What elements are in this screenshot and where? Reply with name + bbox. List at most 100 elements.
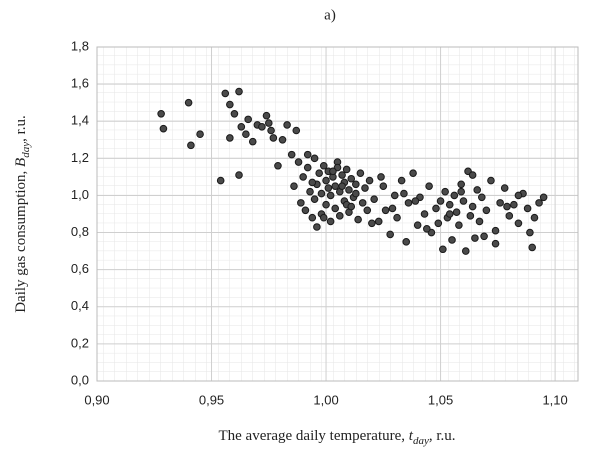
point <box>356 169 365 177</box>
point <box>221 89 230 98</box>
point <box>459 197 468 205</box>
point <box>526 228 534 237</box>
point <box>310 195 319 203</box>
x-tick-label: 1,00 <box>313 392 338 407</box>
point <box>269 134 278 142</box>
point <box>400 189 408 198</box>
y-tick-label: 1,8 <box>71 38 89 53</box>
x-tick-label: 0,95 <box>199 392 224 407</box>
x-tick-label: 1,10 <box>542 392 567 407</box>
y-tick-label: 0,2 <box>71 335 89 350</box>
y-tick-label: 0,4 <box>71 298 89 313</box>
point <box>317 189 326 198</box>
point <box>361 184 369 192</box>
point <box>510 200 518 209</box>
point <box>322 200 330 209</box>
point <box>324 184 333 192</box>
point <box>310 154 319 163</box>
point <box>315 169 323 177</box>
point <box>379 182 388 190</box>
y-tick-label: 0,0 <box>71 372 89 387</box>
point <box>473 186 482 194</box>
point <box>226 134 234 142</box>
point <box>413 221 422 229</box>
point <box>306 187 314 196</box>
point <box>491 239 500 248</box>
point <box>528 243 536 252</box>
point <box>496 199 504 207</box>
point <box>466 212 475 220</box>
point <box>290 182 298 190</box>
point <box>196 130 204 139</box>
point <box>457 180 465 189</box>
point <box>338 182 346 190</box>
point <box>267 126 275 135</box>
point <box>388 204 397 213</box>
point <box>242 130 250 139</box>
x-axis-label: The average daily temperature, tday, r.u… <box>218 428 455 446</box>
point <box>423 225 431 233</box>
x-tick-label: 1,05 <box>428 392 453 407</box>
point <box>450 191 459 200</box>
point <box>230 110 239 118</box>
point <box>393 213 401 222</box>
point <box>475 217 484 226</box>
point <box>184 98 193 107</box>
point <box>363 206 372 215</box>
point <box>354 215 362 224</box>
point <box>248 137 257 146</box>
point <box>244 115 252 124</box>
point <box>326 191 335 200</box>
point <box>347 174 356 183</box>
x-tick-label: 0,90 <box>84 392 109 407</box>
point <box>491 226 500 235</box>
point <box>303 163 312 172</box>
point <box>308 178 317 187</box>
point <box>157 110 165 118</box>
point <box>397 176 406 185</box>
point <box>390 191 399 200</box>
point <box>329 167 337 176</box>
point <box>411 197 420 205</box>
y-tick-label: 0,6 <box>71 261 89 276</box>
point <box>303 150 312 159</box>
point <box>374 217 383 226</box>
point <box>445 200 454 209</box>
point <box>420 210 429 218</box>
point <box>331 182 340 190</box>
point <box>439 245 447 254</box>
point <box>404 199 413 207</box>
point <box>258 122 266 131</box>
point <box>299 173 307 181</box>
point <box>301 206 310 215</box>
point <box>235 171 243 179</box>
point <box>342 165 351 174</box>
point <box>319 161 328 170</box>
point <box>500 184 509 192</box>
point <box>457 187 465 196</box>
point <box>352 180 360 189</box>
point <box>436 197 445 205</box>
point <box>235 87 243 96</box>
point <box>402 238 411 246</box>
y-tick-label: 1,6 <box>71 76 89 91</box>
point <box>216 176 225 185</box>
point <box>377 173 385 181</box>
point <box>468 202 477 211</box>
point <box>264 119 273 127</box>
point <box>452 208 461 216</box>
point <box>530 213 539 222</box>
point <box>283 121 291 129</box>
point <box>345 186 353 194</box>
point <box>461 247 470 255</box>
point <box>409 169 417 177</box>
point <box>297 199 305 207</box>
point <box>370 195 378 203</box>
point <box>322 176 330 185</box>
point <box>347 202 356 211</box>
point <box>326 217 335 226</box>
point <box>319 213 328 222</box>
point <box>352 189 360 198</box>
y-tick-label: 1,0 <box>71 187 89 202</box>
y-axis-label: Daily gas consumption, Bday, r.u. <box>13 115 31 313</box>
